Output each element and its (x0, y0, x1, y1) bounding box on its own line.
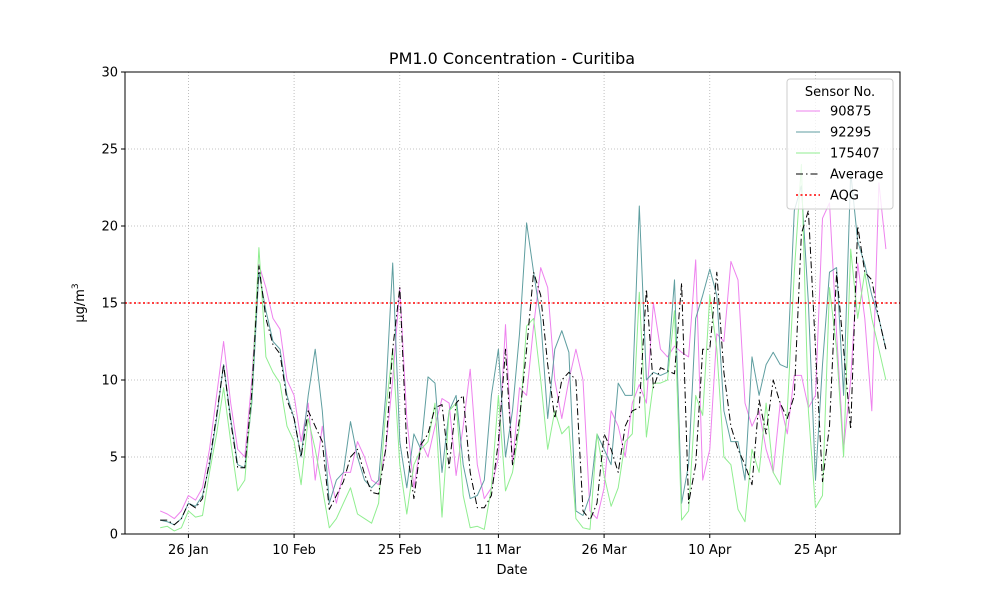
series-line-90875 (159, 182, 887, 520)
y-axis-label-unit: µg/m (73, 289, 88, 323)
y-axis-label-superscript: 3 (71, 283, 81, 289)
tick-layer: 0 5 10 15 20 25 30 26 Jan 10 Feb 25 Feb 11 Mar 26 M… (101, 66, 837, 559)
x-tick-label: 25 Apr (794, 543, 838, 558)
y-tick-label: 25 (101, 143, 118, 158)
y-tick-label: 30 (101, 66, 118, 81)
x-tick-label: 10 Apr (688, 543, 732, 558)
legend-label: 92295 (830, 126, 871, 141)
series-line-92295 (160, 171, 887, 526)
y-tick-label: 0 (110, 528, 118, 543)
y-tick-label: 10 (101, 374, 118, 389)
x-tick-label: 11 Mar (476, 543, 522, 558)
y-tick-label: 15 (101, 297, 118, 312)
legend-title: Sensor No. (805, 85, 875, 100)
x-tick-label: 10 Feb (272, 543, 316, 558)
x-tick-label: 26 Mar (581, 543, 627, 558)
series-line-175407 (160, 163, 887, 532)
legend: Sensor No. 90875 92295 175407 Average AQG (786, 78, 894, 210)
series-layer (125, 163, 900, 532)
series-line-average (160, 210, 887, 526)
chart-title: PM1.0 Concentration - Curitiba (389, 49, 635, 68)
y-tick-label: 5 (110, 451, 118, 466)
legend-entries: 90875 92295 175407 Average AQG (796, 105, 883, 204)
x-tick-label: 25 Feb (378, 543, 422, 558)
legend-label: 175407 (830, 147, 880, 162)
legend-label: AQG (830, 189, 859, 204)
y-tick-label: 20 (101, 220, 118, 235)
legend-label: 90875 (830, 105, 871, 120)
x-tick-label: 26 Jan (168, 543, 209, 558)
legend-label: Average (830, 168, 883, 183)
x-axis-label: Date (496, 563, 527, 578)
y-axis-label: µg/m3 (71, 283, 88, 322)
